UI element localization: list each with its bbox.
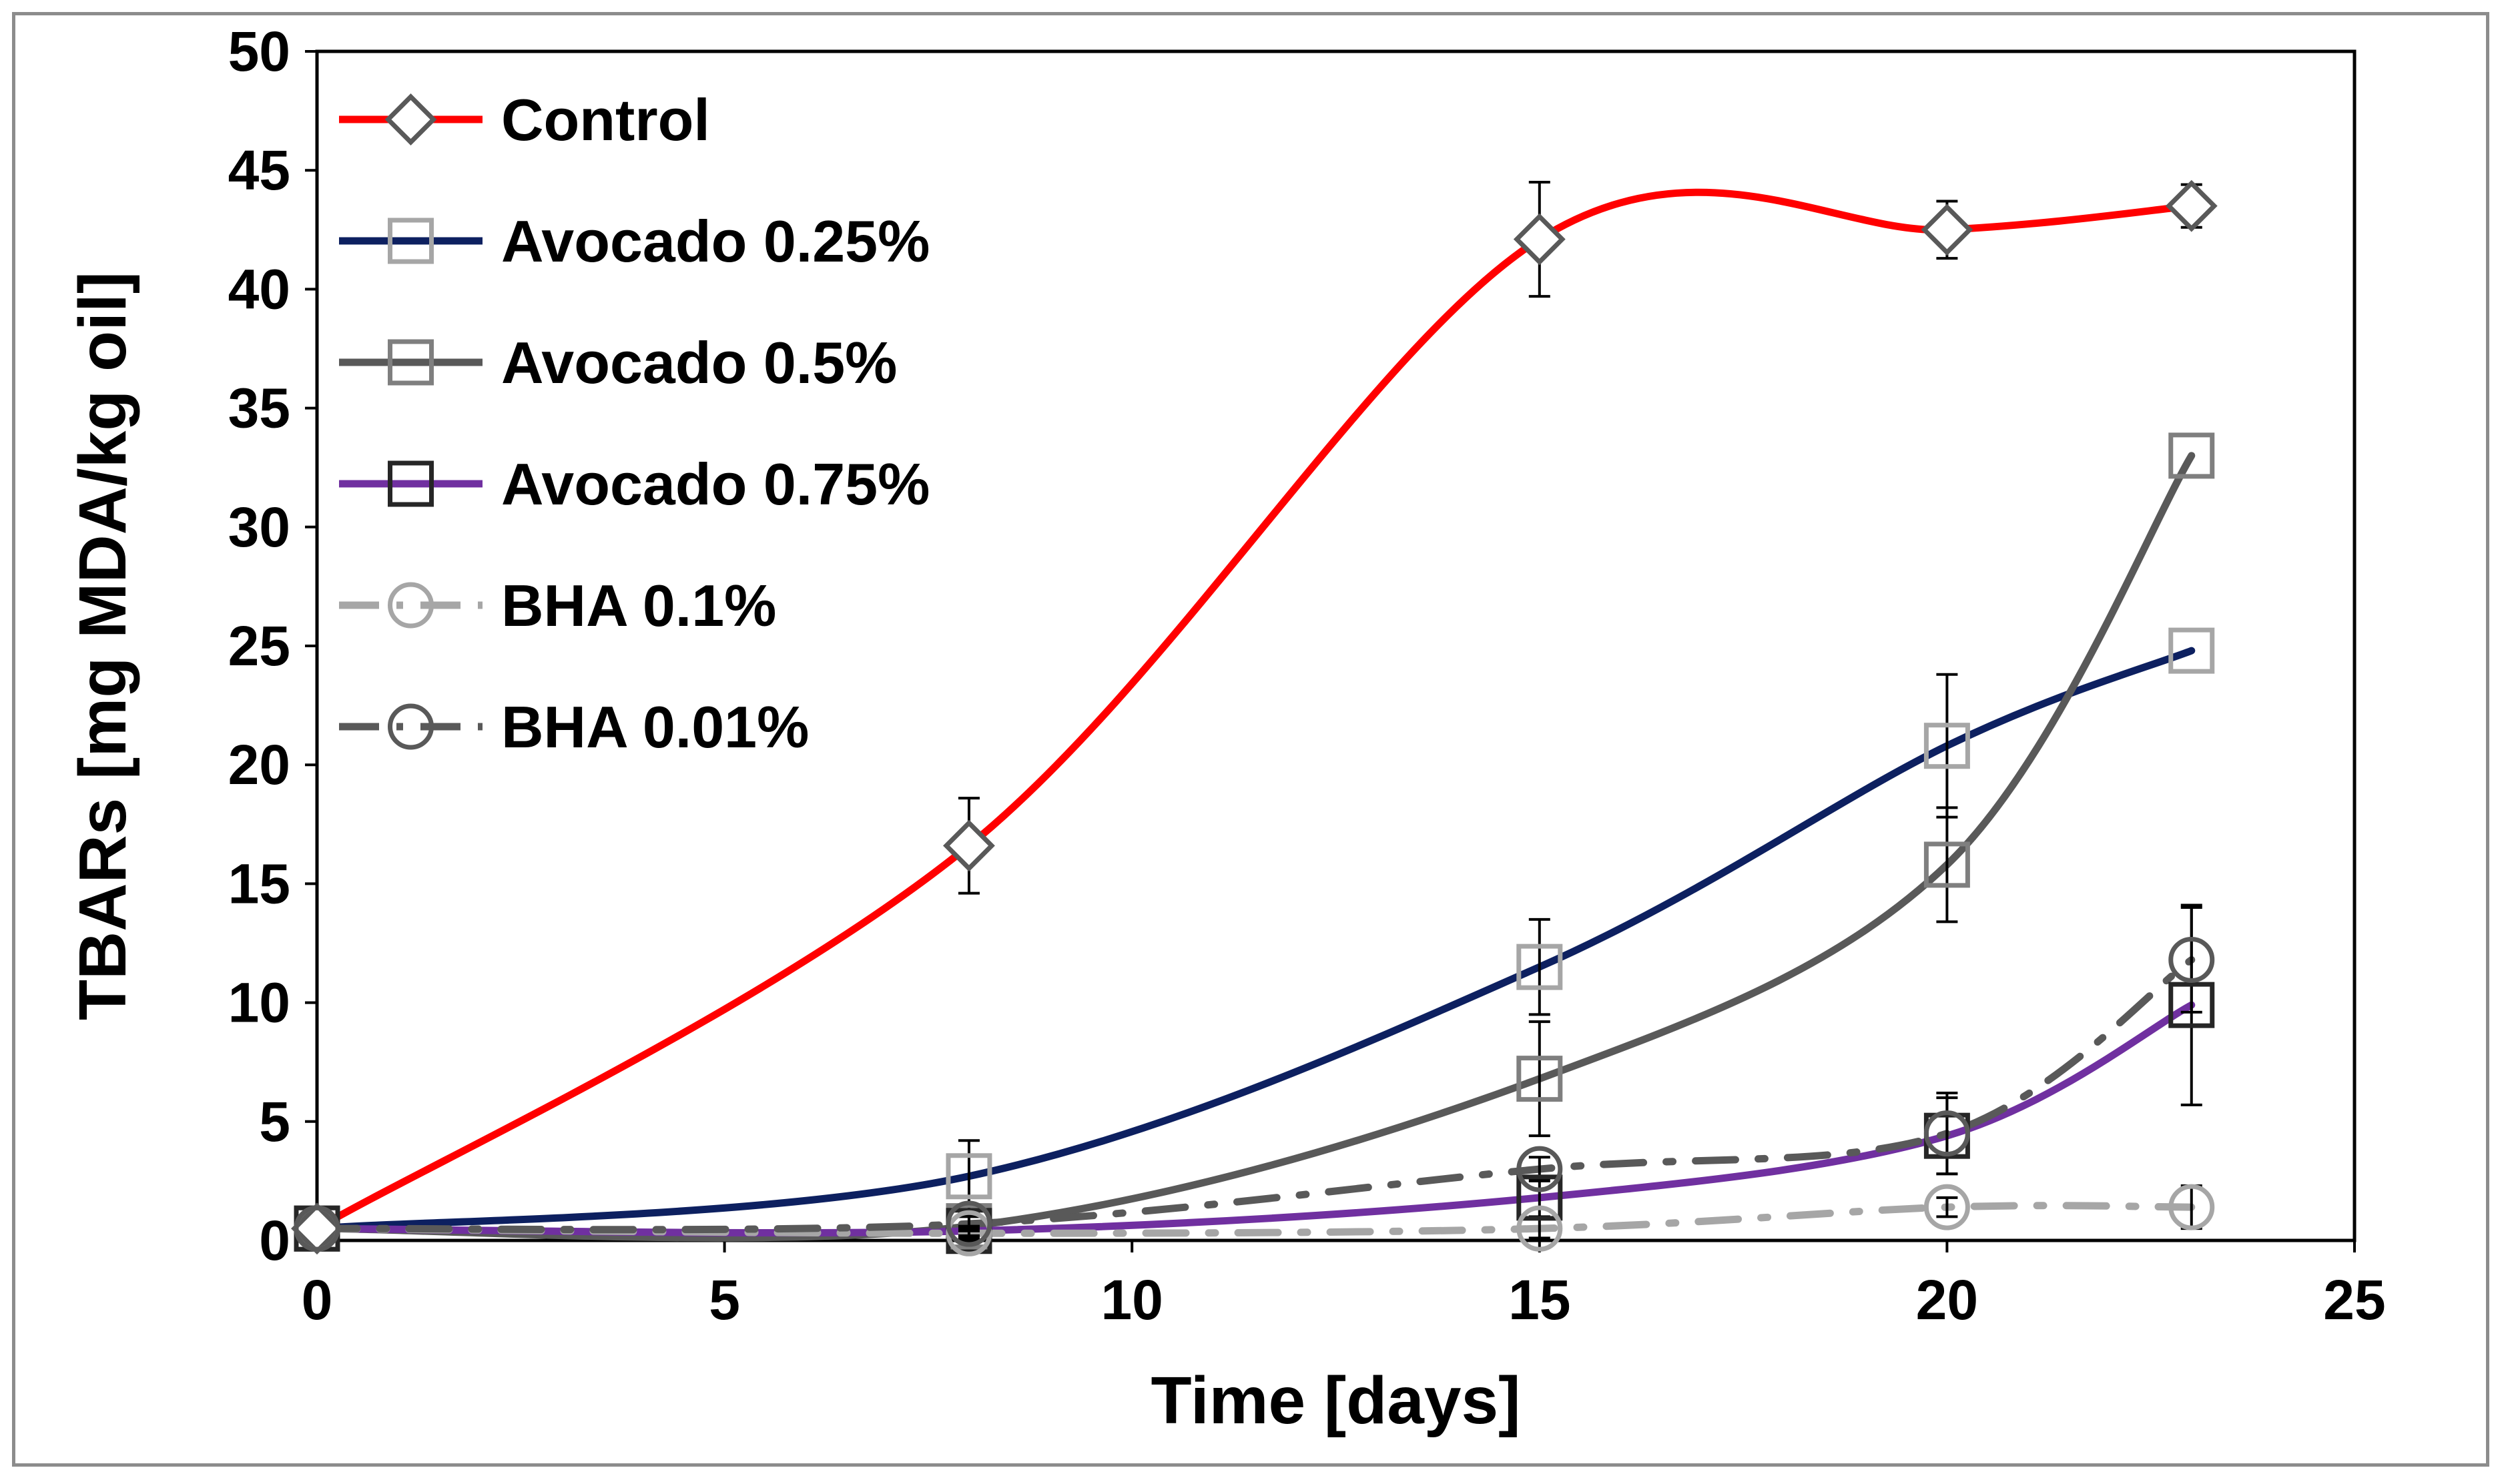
data-point-bha-0-01 xyxy=(294,1205,340,1252)
legend-label-bha-0-1: BHA 0.1% xyxy=(501,573,776,639)
y-tick-label: 20 xyxy=(228,733,290,796)
data-point-avocado-0-5 xyxy=(1923,841,1970,888)
data-point-bha-0-1 xyxy=(1923,1184,1970,1230)
legend-label-control: Control xyxy=(501,87,710,153)
legend-marker-bha-0-1 xyxy=(388,582,434,629)
legend-label-avocado-0-75: Avocado 0.75% xyxy=(501,451,930,517)
data-point-control xyxy=(1921,204,1973,256)
x-tick-label: 10 xyxy=(1101,1268,1163,1331)
legend-marker-avocado-0-25 xyxy=(388,218,434,264)
series-line-avocado-0-5 xyxy=(313,452,2196,1242)
data-point-avocado-0-25 xyxy=(1516,944,1563,990)
chart-frame: 0 5 10 15 20 25 30 35 40 45 50 0 5 10 15 20 25 Time [days… xyxy=(12,12,2489,1467)
y-tick-label: 30 xyxy=(228,496,290,559)
y-tick-label: 0 xyxy=(259,1209,290,1272)
legend-label-avocado-0-25: Avocado 0.25% xyxy=(501,208,930,274)
series-layer xyxy=(291,179,2218,1256)
data-point-avocado-0-5 xyxy=(1516,1056,1563,1102)
data-point-bha-0-01 xyxy=(1516,1146,1563,1192)
legend-marker-bha-0-01 xyxy=(388,703,434,750)
y-tick-label: 10 xyxy=(228,972,290,1034)
data-point-bha-0-01 xyxy=(946,1200,992,1247)
x-tick-label: 15 xyxy=(1508,1268,1570,1331)
y-tick-label: 25 xyxy=(228,615,290,677)
legend-marker-avocado-0-75 xyxy=(388,460,434,507)
legend-label-bha-0-01: BHA 0.01% xyxy=(501,694,809,760)
tbars-chart: 0 5 10 15 20 25 30 35 40 45 50 0 5 10 15 20 25 Time [days… xyxy=(65,20,2386,1438)
legend-marker-avocado-0-5 xyxy=(388,339,434,386)
series-line-bha-0-01 xyxy=(313,956,2196,1234)
data-point-avocado-0-75 xyxy=(2168,982,2215,1028)
data-point-bha-0-1 xyxy=(1516,1205,1563,1252)
data-point-avocado-0-5 xyxy=(2168,432,2215,479)
y-tick-label: 35 xyxy=(228,377,290,440)
x-tick-label: 25 xyxy=(2323,1268,2385,1331)
data-point-bha-0-01 xyxy=(2168,936,2215,983)
data-point-bha-0-1 xyxy=(2168,1184,2215,1230)
y-tick-label: 40 xyxy=(228,258,290,320)
data-point-avocado-0-25 xyxy=(946,1153,992,1200)
y-axis-title: TBARs [mg MDA/kg oil] xyxy=(65,272,140,1020)
y-tick-label: 45 xyxy=(228,139,290,202)
legend-layer: Control Avocado 0.25% Avocado 0.5% Avocado … xyxy=(339,87,930,760)
data-point-avocado-0-25 xyxy=(2168,627,2215,674)
y-tick-label: 5 xyxy=(259,1090,290,1153)
data-point-bha-0-01 xyxy=(1923,1110,1970,1157)
x-tick-label: 5 xyxy=(709,1268,740,1331)
x-tick-label: 20 xyxy=(1916,1268,1978,1331)
axis-layer: 0 5 10 15 20 25 30 35 40 45 50 0 5 10 15 20 25 Time [days… xyxy=(65,20,2386,1438)
legend-marker-control xyxy=(384,93,437,145)
data-point-control xyxy=(1513,213,1566,266)
data-point-control xyxy=(2165,179,2218,232)
x-axis-title: Time [days] xyxy=(1151,1363,1521,1438)
data-point-avocado-0-75 xyxy=(1516,1174,1563,1221)
legend-label-avocado-0-5: Avocado 0.5% xyxy=(501,330,897,396)
y-tick-label: 50 xyxy=(228,20,290,83)
data-point-control xyxy=(943,819,995,872)
data-point-avocado-0-25 xyxy=(1923,723,1970,769)
x-tick-label: 0 xyxy=(302,1268,333,1331)
y-tick-label: 15 xyxy=(228,852,290,915)
